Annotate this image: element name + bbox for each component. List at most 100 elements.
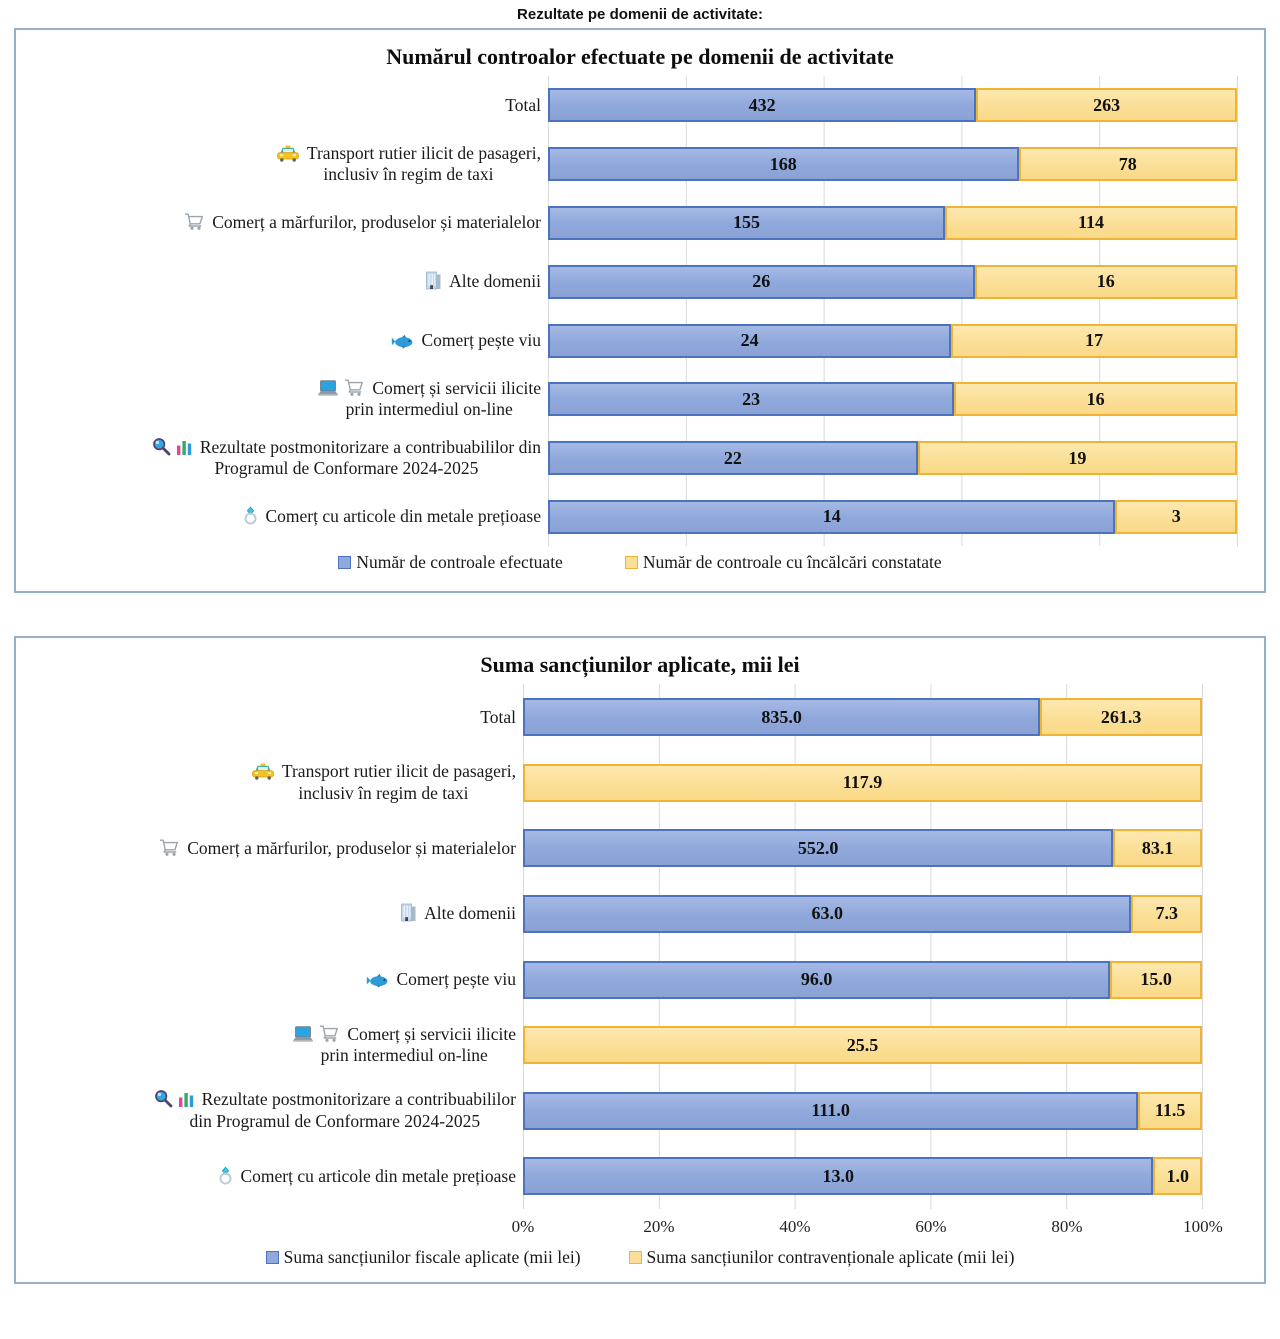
category-label: Alte domenii [425, 271, 541, 292]
bar-cell: 552.0 83.1 [523, 815, 1203, 882]
chart-row: Rezultate postmonitorizare a contribuabi… [16, 1077, 1264, 1144]
bar-value-label: 63.0 [811, 903, 843, 924]
category-label: Transport rutier ilicit de pasageri, inc… [276, 143, 541, 186]
legend-item-series-2: Număr de controale cu încălcări constata… [624, 552, 942, 573]
bar-segment-series-2: 83.1 [1113, 829, 1202, 868]
stacked-bar: 25.5 [523, 1026, 1202, 1065]
bar-value-label: 14 [822, 506, 841, 527]
category-label: Total [480, 707, 516, 728]
bar-value-label: 15.0 [1140, 969, 1172, 990]
chart-row: Rezultate postmonitorizare a contribuabi… [16, 428, 1264, 488]
bar-cell: 835.0 261.3 [523, 684, 1203, 750]
stacked-bar: 63.0 7.3 [523, 894, 1202, 933]
chart-2-plot: Total 835.0 261.3 Transport rutier ilicit d… [16, 684, 1264, 1210]
fish-icon [366, 973, 389, 988]
category-label-cell: Transport rutier ilicit de pasageri, inc… [16, 135, 548, 194]
stacked-bar: 168 78 [548, 147, 1237, 182]
bar-segment-series-1: 13.0 [523, 1157, 1154, 1196]
category-label-cell: Comerț a mărfurilor, produselor și mater… [16, 816, 523, 882]
category-label-cell: Comerț cu articole din metale prețioase [16, 1144, 523, 1210]
chart-row: Comerț cu articole din metale prețioase 1… [16, 1143, 1264, 1210]
category-label: Rezultate postmonitorizare a contribuabi… [154, 1089, 516, 1132]
category-label-text: Rezultate postmonitorizare a contribuabi… [199, 436, 541, 479]
bar-cell: 23 16 [548, 369, 1238, 429]
bar-cell: 111.0 11.5 [523, 1077, 1203, 1144]
taxi-icon [251, 763, 275, 781]
bar-value-label: 168 [769, 153, 797, 174]
bar-value-label: 552.0 [797, 837, 839, 858]
legend-item-series-1: Număr de controale efectuate [338, 552, 563, 573]
x-axis-tick-label: 80% [1051, 1217, 1083, 1237]
bar-value-label: 114 [1077, 212, 1104, 233]
bar-value-label: 263 [1093, 94, 1121, 115]
category-label-text: Total [480, 706, 516, 727]
bar-segment-series-2: 3 [1115, 499, 1237, 534]
page: Rezultate pe domenii de activitate: Numă… [14, 6, 1266, 1285]
category-label-text: Alte domenii [424, 903, 516, 924]
bar-segment-series-2: 117.9 [523, 763, 1202, 802]
bar-segment-series-2: 15.0 [1110, 960, 1202, 999]
chart-1-legend: Număr de controale efectuate Număr de con… [16, 552, 1264, 573]
chart-row: Total 432 263 [16, 76, 1264, 135]
chart-row: Transport rutier ilicit de pasageri, inc… [16, 749, 1264, 816]
bar-value-label: 83.1 [1141, 837, 1174, 858]
bar-cell: 25.5 [523, 1012, 1203, 1078]
chart-row: Comerț pește viu 96.0 15.0 [16, 946, 1264, 1013]
bar-segment-series-1: 155 [548, 205, 945, 240]
chart-row: Comerț și servicii ilicite prin intermed… [16, 369, 1264, 429]
bar-segment-series-1: 96.0 [523, 960, 1111, 999]
stacked-bar: 96.0 15.0 [523, 960, 1202, 999]
chart-sanctions-box: Suma sancțiunilor aplicate, mii lei Tota… [14, 636, 1266, 1285]
legend-swatch-series-1 [338, 556, 352, 570]
bar-segment-series-2: 17 [951, 323, 1237, 358]
x-axis-tick-label: 0% [511, 1217, 535, 1237]
category-label: Total [505, 95, 541, 116]
bar-cell: 63.0 7.3 [523, 881, 1203, 947]
bar-segment-series-1: 432 [548, 88, 977, 123]
legend-label: Număr de controale efectuate [356, 552, 563, 573]
cart-icon [344, 378, 365, 397]
chart-row: Comerț a mărfurilor, produselor și mater… [16, 193, 1264, 253]
bar-value-label: 3 [1171, 506, 1181, 527]
bar-cell: 117.9 [523, 749, 1203, 816]
legend-item-series-1: Suma sancțiunilor fiscale aplicate (mii … [265, 1247, 581, 1268]
bar-cell: 26 16 [548, 252, 1238, 312]
x-axis-tick-label: 60% [915, 1217, 947, 1237]
laptop-icon [292, 1026, 314, 1043]
bar-cell: 24 17 [548, 311, 1238, 370]
stacked-bar: 22 19 [548, 441, 1237, 476]
category-label-cell: Comerț și servicii ilicite prin intermed… [16, 370, 548, 429]
chart-1-title: Numărul controalor efectuate pe domenii … [386, 44, 894, 69]
bar-value-label: 23 [742, 388, 761, 409]
bar-segment-series-1: 14 [548, 499, 1116, 534]
category-label-cell: Comerț și servicii ilicite prin intermed… [16, 1012, 523, 1078]
stacked-bar: 117.9 [523, 763, 1202, 802]
stacked-bar: 432 263 [548, 88, 1237, 123]
bar-segment-series-1: 63.0 [523, 894, 1132, 933]
category-label-text: Transport rutier ilicit de pasageri, inc… [281, 761, 516, 803]
ring-icon [218, 1166, 233, 1185]
category-label-text: Total [505, 94, 541, 115]
bar-chart-icon [176, 439, 193, 456]
stacked-bar: 835.0 261.3 [523, 698, 1202, 737]
bar-value-label: 17 [1085, 330, 1104, 351]
category-label: Comerț și servicii ilicite prin intermed… [292, 1024, 516, 1067]
bar-segment-series-1: 22 [548, 441, 918, 476]
chart-2-title: Suma sancțiunilor aplicate, mii lei [480, 652, 800, 678]
bar-value-label: 111.0 [811, 1100, 850, 1121]
category-label-text: Comerț a mărfurilor, produselor și mater… [212, 212, 541, 233]
category-label: Rezultate postmonitorizare a contribuabi… [152, 437, 541, 480]
bar-segment-series-2: 1.0 [1153, 1157, 1202, 1196]
category-label-cell: Alte domenii [16, 881, 523, 947]
category-label-text: Comerț pește viu [396, 968, 516, 989]
magnifier-icon [152, 437, 171, 456]
category-label-text: Comerț a mărfurilor, produselor și mater… [187, 837, 516, 858]
chart-1-plot: Total 432 263 Transport rutier ilicit de pa… [16, 76, 1264, 547]
category-label-text: Alte domenii [449, 271, 541, 292]
stacked-bar: 155 114 [548, 205, 1237, 240]
stacked-bar: 23 16 [548, 382, 1237, 417]
bar-value-label: 26 [752, 271, 771, 292]
category-label-cell: Transport rutier ilicit de pasageri, inc… [16, 750, 523, 816]
x-axis-tick-label: 100% [1183, 1217, 1223, 1237]
ring-icon [243, 506, 258, 525]
